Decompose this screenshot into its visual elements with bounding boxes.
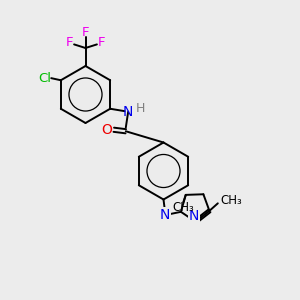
Text: N: N [189,209,199,223]
Text: N: N [160,208,170,222]
Text: Cl: Cl [38,72,51,85]
Text: CH₃: CH₃ [172,201,194,214]
Text: O: O [101,123,112,137]
Text: N: N [123,105,134,119]
Text: F: F [98,36,105,49]
Text: CH₃: CH₃ [221,194,243,207]
Text: F: F [82,26,89,39]
Text: H: H [136,102,146,115]
Text: F: F [66,36,74,49]
